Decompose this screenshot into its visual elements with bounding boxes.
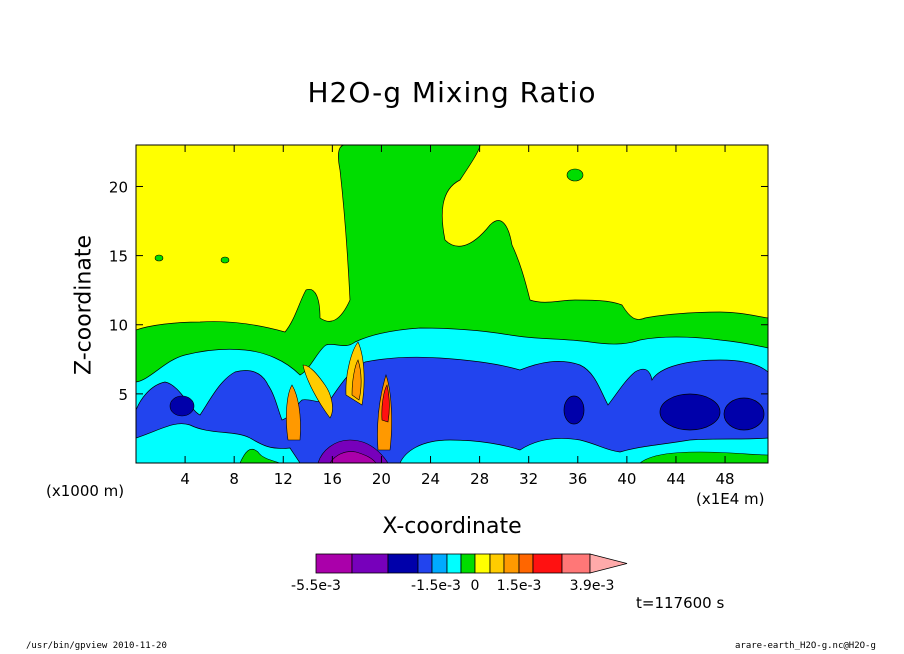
x-axis-label: X-coordinate [382, 514, 522, 539]
x-tick-label-5: 24 [421, 470, 440, 488]
footer-file-info: arare-earth_H2O-g.nc@H2O-g [735, 641, 876, 651]
colorbar-swatch-4 [431, 553, 448, 574]
colorbar: -5.5e-3 -1.5e-3 0 1.5e-3 3.9e-3 [291, 553, 628, 594]
y-tick-label-0: 5 [118, 386, 128, 404]
x-tick-label-7: 32 [519, 470, 538, 488]
y-tick-label-2: 15 [109, 248, 128, 266]
x-tick-label-10: 44 [666, 470, 685, 488]
colorbar-label-1: -1.5e-3 [411, 578, 461, 594]
colorbar-swatch-10 [518, 553, 534, 574]
x-scale-note: (x1000 m) [46, 482, 125, 500]
colorbar-swatch-13 [589, 553, 628, 574]
y-tick-label-1: 10 [109, 317, 128, 335]
colorbar-label-0: -5.5e-3 [291, 578, 341, 594]
x-tick-label-9: 40 [617, 470, 636, 488]
colorbar-swatch-11 [532, 553, 563, 574]
colorbar-label-4: 3.9e-3 [570, 578, 615, 594]
colorbar-swatch-12 [561, 553, 591, 574]
x-tick-label-11: 48 [716, 470, 735, 488]
colorbar-label-3: 1.5e-3 [497, 578, 542, 594]
x-tick-label-8: 36 [568, 470, 587, 488]
x-tick-label-4: 20 [372, 470, 391, 488]
x-tick-label-2: 12 [274, 470, 293, 488]
x-tick-label-6: 28 [470, 470, 489, 488]
colorbar-swatch-0 [315, 553, 353, 574]
colorbar-swatch-2 [387, 553, 419, 574]
x-tick-label-0: 4 [180, 470, 190, 488]
colorbar-swatch-5 [446, 553, 462, 574]
x-tick-label-1: 8 [229, 470, 239, 488]
colorbar-swatch-3 [417, 553, 433, 574]
chart-title: H2O-g Mixing Ratio [307, 76, 597, 109]
colorbar-swatch-9 [503, 553, 520, 574]
colorbar-swatch-7 [474, 553, 491, 574]
x-unit-note: (x1E4 m) [696, 490, 765, 508]
colorbar-label-2: 0 [471, 578, 480, 594]
x-tick-label-3: 16 [323, 470, 342, 488]
time-label: t=117600 s [636, 594, 725, 612]
colorbar-swatch-1 [351, 553, 389, 574]
y-tick-label-3: 20 [109, 178, 128, 196]
contour-field [136, 145, 768, 463]
plot-frame [135, 144, 769, 464]
colorbar-swatch-8 [489, 553, 505, 574]
footer-program-info: /usr/bin/gpview 2010-11-20 [26, 641, 167, 651]
colorbar-swatch-6 [460, 553, 476, 574]
